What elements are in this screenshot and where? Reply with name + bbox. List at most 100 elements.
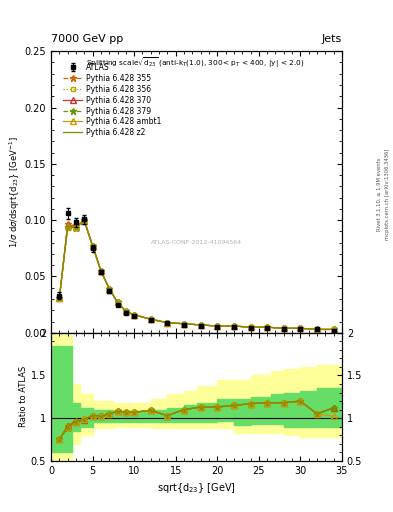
Pythia 6.428 z2 xyxy=(215,323,220,329)
Pythia 6.428 ambt1 xyxy=(107,286,112,292)
Pythia 6.428 ambt1 xyxy=(90,243,95,249)
Pythia 6.428 355 xyxy=(115,300,120,306)
Pythia 6.428 370 xyxy=(198,322,203,328)
Pythia 6.428 379 xyxy=(90,243,95,249)
Pythia 6.428 379 xyxy=(149,316,153,323)
Pythia 6.428 ambt1 xyxy=(198,322,203,328)
Pythia 6.428 355 xyxy=(57,295,62,301)
Pythia 6.428 z2 xyxy=(132,312,136,318)
Pythia 6.428 356 xyxy=(248,324,253,330)
Pythia 6.428 ambt1 xyxy=(315,326,320,332)
Pythia 6.428 355 xyxy=(132,312,136,318)
Pythia 6.428 ambt1 xyxy=(248,324,253,330)
Pythia 6.428 355 xyxy=(215,323,220,329)
Pythia 6.428 379 xyxy=(115,300,120,306)
Legend: ATLAS, Pythia 6.428 355, Pythia 6.428 356, Pythia 6.428 370, Pythia 6.428 379, P: ATLAS, Pythia 6.428 355, Pythia 6.428 35… xyxy=(61,60,163,140)
Text: Jets: Jets xyxy=(321,33,342,44)
Pythia 6.428 ambt1 xyxy=(115,300,120,306)
Pythia 6.428 355 xyxy=(248,324,253,330)
Pythia 6.428 356 xyxy=(149,316,153,323)
Pythia 6.428 356 xyxy=(265,324,270,330)
Pythia 6.428 z2 xyxy=(315,326,320,332)
Pythia 6.428 355 xyxy=(198,322,203,328)
Y-axis label: Ratio to ATLAS: Ratio to ATLAS xyxy=(19,366,28,428)
Pythia 6.428 379 xyxy=(123,308,128,314)
Pythia 6.428 z2 xyxy=(65,223,70,229)
Text: Rivet 3.1.10, ≥ 1.9M events: Rivet 3.1.10, ≥ 1.9M events xyxy=(377,158,382,231)
Pythia 6.428 356 xyxy=(115,300,120,306)
Pythia 6.428 356 xyxy=(73,225,78,231)
Pythia 6.428 z2 xyxy=(248,324,253,330)
Pythia 6.428 355 xyxy=(231,323,236,329)
Pythia 6.428 z2 xyxy=(281,325,286,331)
Pythia 6.428 379 xyxy=(99,268,103,274)
Pythia 6.428 356 xyxy=(82,217,87,223)
Pythia 6.428 370 xyxy=(265,324,270,330)
Pythia 6.428 z2 xyxy=(198,322,203,328)
Pythia 6.428 370 xyxy=(248,324,253,330)
Line: Pythia 6.428 379: Pythia 6.428 379 xyxy=(56,218,337,333)
Pythia 6.428 ambt1 xyxy=(149,316,153,323)
Pythia 6.428 356 xyxy=(231,323,236,329)
Pythia 6.428 370 xyxy=(90,243,95,249)
Pythia 6.428 379 xyxy=(215,323,220,329)
Pythia 6.428 370 xyxy=(149,316,153,323)
Pythia 6.428 356 xyxy=(315,326,320,332)
Pythia 6.428 370 xyxy=(132,312,136,318)
Pythia 6.428 356 xyxy=(298,325,303,331)
Pythia 6.428 370 xyxy=(73,224,78,230)
Pythia 6.428 z2 xyxy=(90,243,95,249)
Pythia 6.428 z2 xyxy=(165,319,170,326)
Pythia 6.428 370 xyxy=(107,286,112,292)
Line: Pythia 6.428 ambt1: Pythia 6.428 ambt1 xyxy=(57,218,336,332)
Pythia 6.428 356 xyxy=(215,323,220,329)
Pythia 6.428 379 xyxy=(65,224,70,230)
Pythia 6.428 355 xyxy=(107,286,112,292)
Pythia 6.428 379 xyxy=(132,312,136,318)
Pythia 6.428 ambt1 xyxy=(331,326,336,332)
Line: Pythia 6.428 z2: Pythia 6.428 z2 xyxy=(59,220,334,329)
Pythia 6.428 ambt1 xyxy=(281,325,286,331)
Pythia 6.428 ambt1 xyxy=(57,295,62,301)
Pythia 6.428 379 xyxy=(281,325,286,331)
Pythia 6.428 370 xyxy=(123,308,128,314)
Pythia 6.428 356 xyxy=(99,268,103,274)
Pythia 6.428 370 xyxy=(65,222,70,228)
Pythia 6.428 379 xyxy=(265,324,270,330)
Y-axis label: 1/$\sigma$ d$\sigma$/dsqrt{d$_{23}$} [GeV$^{-1}$]: 1/$\sigma$ d$\sigma$/dsqrt{d$_{23}$} [Ge… xyxy=(7,136,22,248)
Pythia 6.428 379 xyxy=(298,325,303,331)
Pythia 6.428 355 xyxy=(298,325,303,331)
Pythia 6.428 370 xyxy=(231,323,236,329)
Pythia 6.428 356 xyxy=(182,321,186,327)
Pythia 6.428 379 xyxy=(165,319,170,326)
Text: ATLAS-CONF-2012-41094564: ATLAS-CONF-2012-41094564 xyxy=(151,240,242,245)
Pythia 6.428 ambt1 xyxy=(165,319,170,326)
Pythia 6.428 379 xyxy=(331,326,336,332)
Pythia 6.428 379 xyxy=(107,286,112,292)
Text: mcplots.cern.ch [arXiv:1306.3436]: mcplots.cern.ch [arXiv:1306.3436] xyxy=(385,149,389,240)
Pythia 6.428 356 xyxy=(281,325,286,331)
Pythia 6.428 355 xyxy=(165,319,170,326)
Pythia 6.428 379 xyxy=(231,323,236,329)
Pythia 6.428 370 xyxy=(57,295,62,301)
Pythia 6.428 355 xyxy=(331,326,336,332)
Pythia 6.428 356 xyxy=(165,319,170,326)
Pythia 6.428 370 xyxy=(165,319,170,326)
Pythia 6.428 355 xyxy=(82,217,87,223)
Pythia 6.428 z2 xyxy=(99,268,103,274)
Pythia 6.428 379 xyxy=(73,225,78,231)
Text: 7000 GeV pp: 7000 GeV pp xyxy=(51,33,123,44)
Pythia 6.428 ambt1 xyxy=(132,312,136,318)
Text: Splitting scale$\sqrt{\mathregular{d_{23}}}$ (anti-k$_T$(1.0), 300< p$_T$ < 400,: Splitting scale$\sqrt{\mathregular{d_{23… xyxy=(86,55,305,70)
Pythia 6.428 ambt1 xyxy=(231,323,236,329)
Pythia 6.428 ambt1 xyxy=(182,321,186,327)
Pythia 6.428 370 xyxy=(315,326,320,332)
Pythia 6.428 355 xyxy=(90,243,95,249)
Pythia 6.428 z2 xyxy=(82,217,87,223)
Pythia 6.428 z2 xyxy=(265,324,270,330)
Pythia 6.428 355 xyxy=(149,316,153,323)
Pythia 6.428 379 xyxy=(82,218,87,224)
Pythia 6.428 z2 xyxy=(73,224,78,230)
Pythia 6.428 356 xyxy=(90,243,95,249)
Pythia 6.428 z2 xyxy=(182,321,186,327)
